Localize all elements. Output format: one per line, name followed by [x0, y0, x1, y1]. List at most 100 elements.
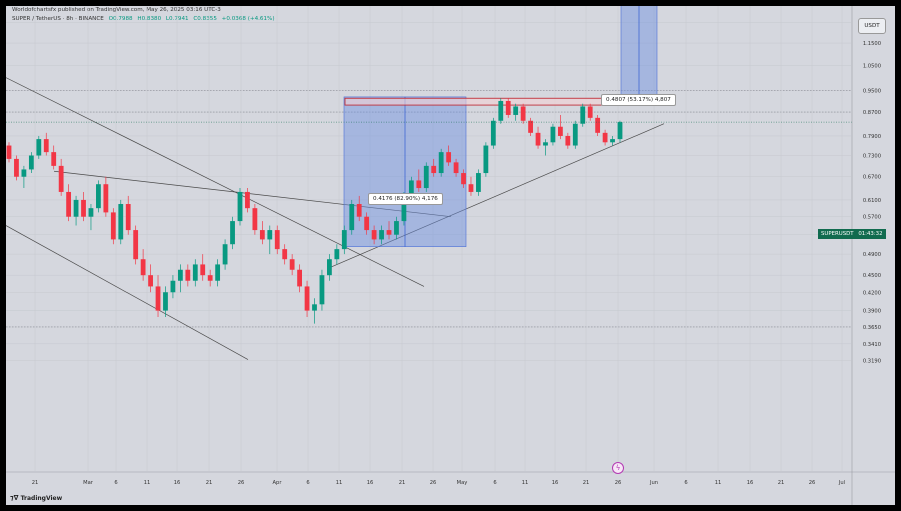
candle — [155, 275, 161, 318]
candle-body — [341, 230, 347, 250]
candle — [207, 269, 213, 287]
candle — [498, 98, 504, 124]
candle-body — [334, 249, 340, 260]
candle — [349, 199, 355, 235]
candle-body — [453, 162, 459, 174]
candle — [58, 158, 64, 196]
candle — [543, 139, 548, 156]
candle-body — [617, 122, 623, 140]
date-tick-label: 16 — [552, 480, 559, 486]
candle-body — [192, 264, 198, 281]
date-tick-label: 21 — [399, 480, 406, 486]
candle — [118, 199, 124, 245]
brand-text: TradingView — [20, 495, 63, 502]
candle — [572, 120, 578, 149]
symbol-line: SUPER / TetherUS · 8h · BINANCE O0.7988 … — [12, 16, 275, 22]
price-chart[interactable]: 1.80001.60001.45001.35001.25001.15001.05… — [6, 6, 895, 505]
candle-body — [110, 212, 116, 240]
ohlc-open: O0.7988 — [108, 16, 133, 22]
time-axis: 21 Mar 6 11 16 21 26 Apr 6 11 16 21 26 May 6 11 16 21 26 Ju… — [6, 471, 895, 486]
candle — [610, 135, 615, 146]
candle-body — [543, 142, 548, 146]
chart-panel[interactable]: Worldofchartsfx published on TradingView… — [6, 6, 895, 505]
date-tick-label: Jul — [838, 480, 845, 486]
candle-body — [125, 204, 131, 231]
candle — [595, 114, 601, 136]
candle — [341, 225, 347, 255]
date-tick-label: 21 — [32, 480, 39, 486]
candle — [230, 216, 235, 250]
candle — [222, 239, 228, 270]
candle-body — [557, 126, 563, 136]
currency-button[interactable]: USDT — [858, 18, 886, 34]
candle-body — [289, 259, 295, 270]
candles — [6, 98, 852, 324]
candle — [505, 98, 511, 118]
price-tag-time: 01:43:32 — [858, 231, 883, 237]
candle-body — [587, 106, 593, 118]
date-tick-label: Jun — [649, 480, 658, 486]
price-tick-label: 0.3190 — [863, 358, 881, 364]
candle-body — [36, 139, 42, 156]
candle — [483, 142, 489, 177]
candle-body — [215, 264, 221, 281]
candle — [394, 216, 399, 240]
candle — [431, 158, 437, 177]
candle — [617, 120, 623, 143]
date-tick-label: 6 — [493, 480, 496, 486]
candle — [289, 254, 295, 276]
price-tick-label: 1.3500 — [863, 6, 881, 7]
date-tick-label: 26 — [430, 480, 437, 486]
candle — [282, 244, 288, 265]
date-tick-label: 11 — [715, 480, 722, 486]
candle-body — [28, 155, 34, 170]
candle — [185, 264, 191, 287]
candle — [468, 176, 474, 196]
candle — [28, 152, 34, 174]
candle-body — [565, 135, 571, 146]
candle-body — [416, 180, 422, 189]
price-tick-label: 0.7900 — [863, 134, 881, 140]
date-tick-label: 16 — [747, 480, 754, 486]
candle — [103, 176, 109, 217]
candle — [177, 264, 183, 293]
candle-body — [267, 230, 273, 240]
lightning-icon[interactable]: ϟ — [612, 462, 624, 474]
candle-body — [222, 244, 228, 265]
date-tick-label: 26 — [615, 480, 622, 486]
candle-body — [177, 269, 183, 281]
candle-body — [282, 249, 288, 260]
candle-body — [438, 152, 444, 174]
candle — [490, 117, 496, 149]
date-tick-label: 11 — [522, 480, 529, 486]
candle-body — [394, 221, 399, 235]
candle — [371, 225, 377, 245]
price-tick-label: 0.6700 — [863, 175, 881, 181]
measure-label-first: 0.4176 (82.90%) 4,176 — [368, 193, 443, 205]
candle — [550, 123, 556, 146]
candle — [140, 249, 146, 281]
candle — [237, 188, 243, 226]
candle — [438, 148, 444, 177]
candle-body — [446, 152, 452, 163]
candle-body — [88, 208, 94, 217]
candle-body — [349, 204, 355, 231]
candle-body — [386, 230, 392, 235]
candle-body — [81, 199, 86, 217]
candle-body — [14, 158, 19, 177]
candle — [43, 132, 49, 156]
candle — [96, 180, 101, 213]
candle-body — [364, 216, 370, 231]
candle-body — [505, 100, 511, 115]
candle-body — [155, 286, 161, 311]
ascending-support-line — [330, 123, 665, 268]
candle-body — [252, 208, 258, 231]
candle-body — [550, 126, 556, 143]
candle-body — [148, 275, 153, 287]
candle — [319, 269, 325, 311]
candle-body — [319, 275, 325, 305]
candle — [312, 298, 317, 324]
date-tick-label: 26 — [238, 480, 245, 486]
candle — [66, 184, 72, 222]
